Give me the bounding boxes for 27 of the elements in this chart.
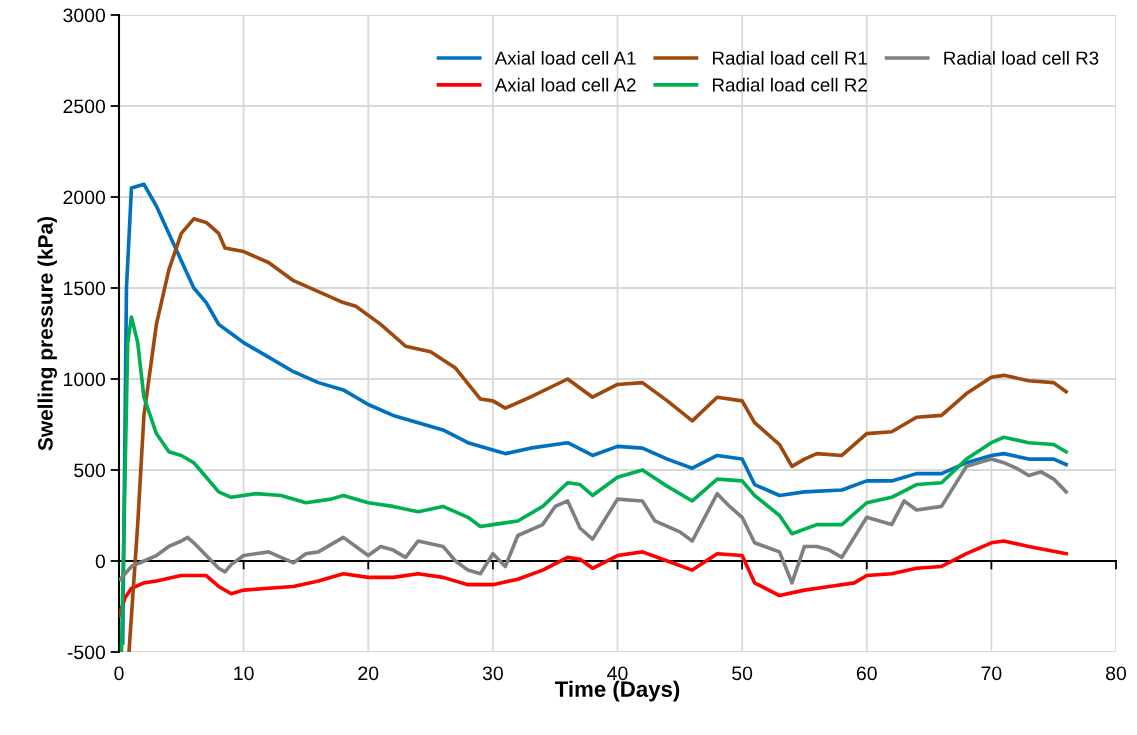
legend-label: Radial load cell R1 bbox=[713, 50, 867, 65]
x-tick-label: 0 bbox=[114, 666, 124, 681]
legend-label: Radial load cell R2 bbox=[713, 77, 867, 92]
line-series bbox=[119, 539, 1068, 618]
x-tick-label: 50 bbox=[732, 666, 753, 681]
y-tick-label: 1000 bbox=[64, 372, 106, 387]
x-tick-label: 30 bbox=[482, 666, 503, 681]
y-tick-label: 2000 bbox=[63, 190, 106, 205]
y-tick-label: 3000 bbox=[63, 8, 106, 23]
x-tick-label: 10 bbox=[234, 666, 254, 681]
x-tick-label: 40 bbox=[607, 666, 628, 681]
y-tick-label: 0 bbox=[95, 554, 106, 569]
x-axis-title: Time (Days) bbox=[554, 680, 680, 702]
x-tick-label: 60 bbox=[856, 666, 877, 681]
x-tick-label: 70 bbox=[981, 666, 1002, 681]
x-tick-label: 80 bbox=[1106, 666, 1127, 681]
legend-label: Axial load cell A1 bbox=[494, 50, 636, 65]
y-tick-label: -500 bbox=[67, 645, 106, 660]
y-tick-label: 2500 bbox=[63, 99, 106, 114]
line-series bbox=[119, 457, 1068, 585]
line-series bbox=[119, 315, 1068, 652]
y-axis-title: Swelling pressure (kPa) bbox=[37, 217, 57, 451]
legend-label: Axial load cell A2 bbox=[494, 77, 636, 92]
x-tick-label: 20 bbox=[358, 666, 379, 681]
y-tick-label: 1500 bbox=[64, 281, 106, 296]
legend-label: Radial load cell R3 bbox=[944, 50, 1099, 65]
y-tick-label: 500 bbox=[74, 463, 106, 478]
